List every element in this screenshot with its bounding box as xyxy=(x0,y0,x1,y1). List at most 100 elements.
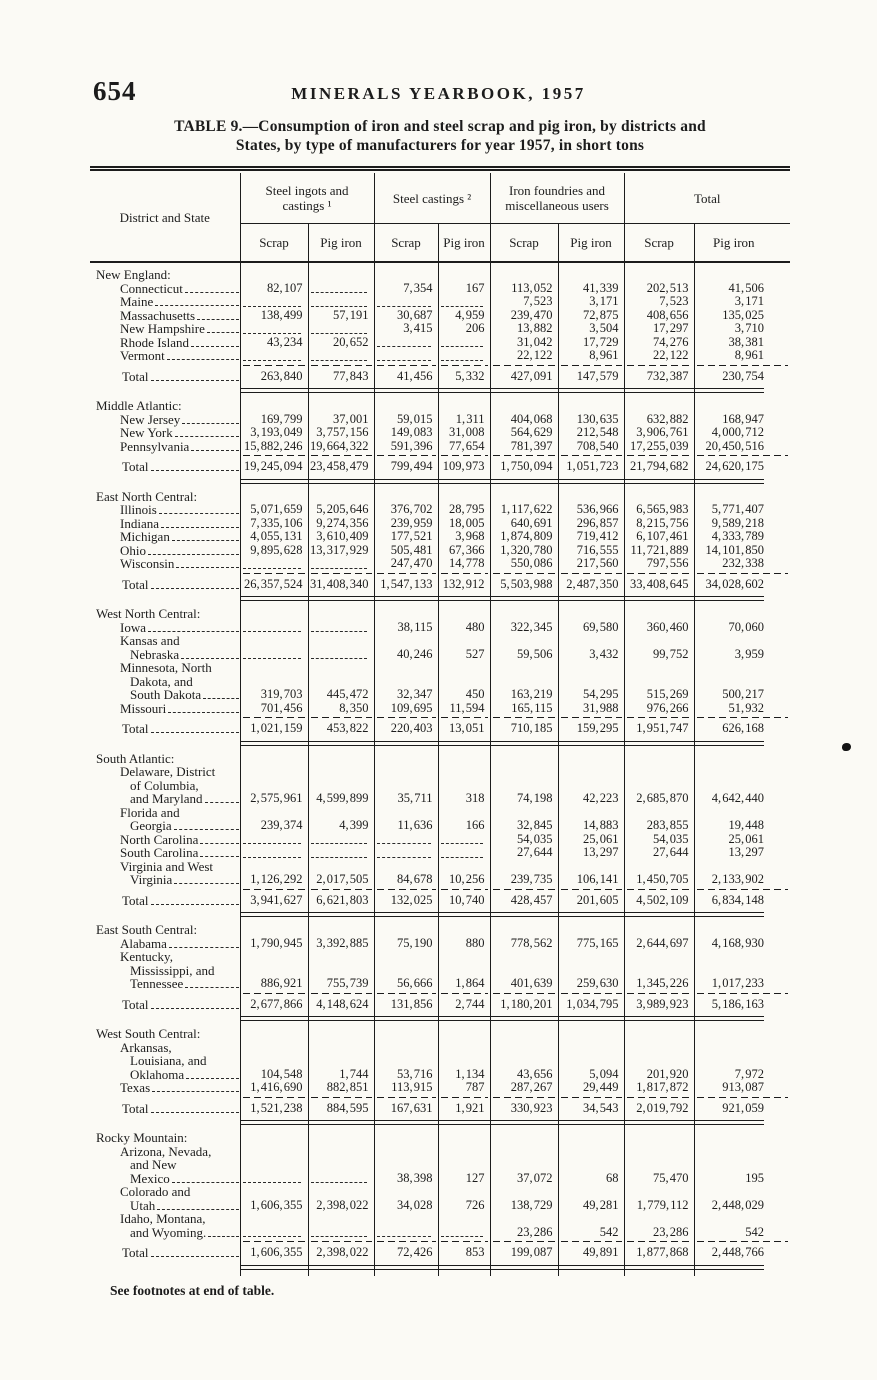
cell: 11, 636 xyxy=(374,805,439,833)
cell xyxy=(490,990,559,995)
double-rule xyxy=(624,1264,694,1270)
leader-line xyxy=(174,883,239,884)
cell: 77, 654 xyxy=(438,439,491,453)
cell xyxy=(490,1239,559,1243)
cell xyxy=(438,1022,491,1041)
cell xyxy=(438,1126,491,1145)
cell xyxy=(624,453,695,457)
cell: 217, 560 xyxy=(558,556,625,571)
table-row xyxy=(90,1263,790,1271)
cell xyxy=(558,886,625,891)
cell: 2, 644, 697 xyxy=(624,936,695,950)
table-row xyxy=(90,1119,790,1126)
total-label: Total xyxy=(90,574,241,595)
cell: 2, 575, 961 xyxy=(240,765,309,806)
table-row xyxy=(90,387,790,394)
cell: 239, 470 xyxy=(490,308,559,322)
row-label: Vermont xyxy=(90,349,241,363)
cell: 1, 180, 201 xyxy=(490,994,559,1015)
row-label xyxy=(90,1119,241,1126)
double-rule xyxy=(624,478,694,484)
table-row: Texas 1, 416, 690 882, 851 113, 915 787 287, … xyxy=(90,1080,790,1095)
cell: 701, 456 xyxy=(240,701,309,715)
cell xyxy=(624,362,695,367)
leader-line xyxy=(148,630,239,632)
cell: 201, 605 xyxy=(558,890,625,911)
cell xyxy=(240,715,309,719)
cell: 3, 610, 409 xyxy=(308,529,375,544)
cell: 109, 695 xyxy=(374,701,439,715)
cell xyxy=(558,1119,625,1126)
cell xyxy=(438,295,491,309)
cell: 2, 133, 902 xyxy=(711,872,765,886)
cell: 3, 959 xyxy=(734,646,765,661)
total-label: Total xyxy=(90,994,241,1015)
row-label xyxy=(90,1239,241,1243)
cell xyxy=(694,1264,790,1271)
cell: 32, 845 xyxy=(490,805,559,833)
cell: 113, 915 xyxy=(374,1080,439,1095)
cell: 53, 716 xyxy=(374,1040,439,1081)
table-row: Rhode Island 43, 234 20, 652 31, 042 17, 729… xyxy=(90,335,790,349)
leader-line xyxy=(150,1256,239,1257)
leader-line xyxy=(200,856,239,857)
cell: 453, 822 xyxy=(308,719,375,740)
cell xyxy=(374,295,439,309)
stub-header: District and State xyxy=(90,173,241,263)
cell xyxy=(624,918,695,937)
section-name: West North Central: xyxy=(90,602,241,621)
cell xyxy=(694,715,791,719)
cell: 913, 087 xyxy=(722,1080,765,1094)
table-row: Rocky Mountain: xyxy=(90,1126,790,1145)
empty-cell-dash xyxy=(242,304,301,307)
cell: 322, 345 xyxy=(490,620,559,634)
total-label: Total xyxy=(90,457,241,478)
cell: 70, 060 xyxy=(728,619,765,634)
double-rule xyxy=(694,912,765,917)
table-row: Arkansas, Louisiana, and Oklahoma 104, 548 1… xyxy=(90,1040,790,1081)
cell: 77, 843 xyxy=(308,366,375,387)
table-row xyxy=(90,570,791,575)
cell xyxy=(240,620,309,634)
cell xyxy=(308,262,375,282)
cell: 135, 025 xyxy=(722,307,765,322)
cell: 32, 347 xyxy=(374,661,439,702)
cell: 23, 286 xyxy=(490,1212,559,1239)
cell: 68 xyxy=(558,1144,625,1185)
cell xyxy=(240,484,309,503)
double-rule xyxy=(558,478,624,484)
table-row: Total 1, 606, 355 2, 398, 022 72, 426 853 199… xyxy=(90,1243,790,1264)
cell xyxy=(438,990,491,995)
cell xyxy=(240,595,309,602)
row-label: Rhode Island xyxy=(90,335,241,349)
cell: 550, 086 xyxy=(490,556,559,571)
running-header: MINERALS YEARBOOK, 1957 xyxy=(291,84,586,103)
cell: 72, 875 xyxy=(558,308,625,322)
cell: 3, 906, 761 xyxy=(624,425,695,440)
double-rule xyxy=(374,1016,438,1021)
cell xyxy=(240,1144,309,1185)
empty-cell-dash xyxy=(242,841,301,844)
cell: 34, 028, 602 xyxy=(705,576,765,591)
cell: 5, 094 xyxy=(558,1040,625,1081)
leader-line xyxy=(152,1091,239,1092)
cell xyxy=(374,1119,439,1126)
cell: 1, 126, 292 xyxy=(240,859,309,887)
row-label xyxy=(90,387,241,394)
row-label: Michigan xyxy=(90,530,241,544)
cell: 427, 091 xyxy=(490,366,559,387)
cell: 109, 973 xyxy=(438,457,491,478)
cell: 54, 295 xyxy=(558,661,625,702)
cell: 318 xyxy=(438,765,491,806)
leader-line xyxy=(181,657,239,659)
cell xyxy=(240,557,309,571)
row-label xyxy=(90,886,241,891)
cell xyxy=(624,1022,695,1041)
cell xyxy=(240,570,309,575)
cell xyxy=(624,739,695,747)
double-rule xyxy=(438,388,490,393)
empty-cell-dash xyxy=(310,855,367,858)
cell xyxy=(694,918,790,937)
cell xyxy=(240,1270,309,1276)
cell xyxy=(490,1094,559,1099)
